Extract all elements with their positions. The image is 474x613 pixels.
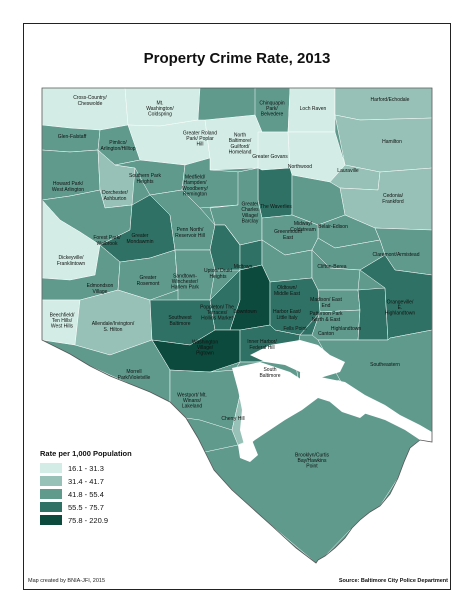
water-body	[238, 440, 258, 462]
harbor-water	[232, 340, 432, 462]
neighborhood-label: Dorchester/Ashburton	[102, 190, 128, 202]
neighborhood-label: Midtown	[234, 264, 253, 270]
neighborhood-label: Southwest Baltimore	[168, 315, 192, 327]
water-body	[232, 362, 318, 448]
neighborhood-label: Hamilton	[382, 139, 402, 145]
neighborhood-label: Madison/ East End	[310, 297, 342, 309]
neighborhood-label: Fells Point	[283, 326, 307, 332]
neighborhood-label: Orangeville/E. Highlandtown	[385, 299, 416, 316]
legend-label: 16.1 - 31.3	[68, 463, 104, 473]
neighborhood-label: Dickeyville/Franklintown	[57, 255, 86, 267]
neighborhood-label: Clifton-Berea	[317, 264, 346, 270]
legend-item: 16.1 - 31.3	[40, 462, 190, 474]
city-boundary	[41, 87, 433, 564]
neighborhood-label: Loch Raven	[300, 106, 327, 112]
neighborhood-label: Midway/Coldstream	[290, 221, 316, 233]
map-credit: Map created by BNIA-JFI, 2015	[28, 578, 106, 584]
neighborhood-label: Lauraville	[337, 168, 359, 174]
neighborhood-area[interactable]	[334, 88, 432, 121]
neighborhood-regions	[42, 88, 432, 563]
legend-label: 31.4 - 41.7	[68, 476, 104, 486]
neighborhood-label: Cherry Hill	[221, 416, 244, 422]
neighborhood-label: Pimlico/Arlington/Hilltop	[100, 140, 135, 152]
neighborhood-label: Oldtown/Middle East	[274, 285, 301, 297]
neighborhood-label: Greater Rosemont	[137, 275, 160, 287]
data-source: Source: Baltimore City Police Department	[338, 578, 448, 584]
legend-item: 75.8 - 220.9	[40, 514, 190, 526]
legend-title: Rate per 1,000 Population	[40, 449, 132, 458]
legend-label: 75.8 - 220.9	[68, 515, 109, 525]
neighborhood-label: South Baltimore	[259, 367, 280, 379]
neighborhood-label: Westport/ Mt. Winans/Lakeland	[177, 392, 207, 409]
neighborhood-area[interactable]	[257, 131, 291, 171]
neighborhood-label: Beechfield/Ten Hills/West Hills	[50, 312, 75, 329]
legend-item: 31.4 - 41.7	[40, 475, 190, 487]
neighborhood-label: Belair-Edison	[318, 224, 348, 230]
neighborhood-label: Highlandtown	[331, 326, 362, 332]
legend-swatch	[40, 515, 62, 525]
neighborhood-label: Sandtown-Winchester/Harlem Park	[171, 273, 199, 290]
neighborhood-label: Greater Govans	[252, 154, 288, 160]
neighborhood-label: Poppleton/ The Terraces/Hollins Market	[200, 304, 234, 321]
neighborhood-label: Upton/ Druid Heights	[204, 268, 232, 280]
legend-label: 55.5 - 75.7	[68, 502, 104, 512]
neighborhood-label: Washington Village/Pigtown	[192, 339, 218, 356]
legend-swatch	[40, 502, 62, 512]
legend-swatch	[40, 489, 62, 499]
neighborhood-label: The Waverlies	[260, 204, 292, 210]
legend-swatch	[40, 476, 62, 486]
neighborhood-label: Cross-Country/Cheswolde	[73, 95, 107, 107]
neighborhood-area[interactable]	[257, 167, 293, 219]
legend-label: 41.8 - 55.4	[68, 489, 104, 499]
neighborhood-area[interactable]	[357, 287, 389, 341]
neighborhood-label: Cedonia/Frankford	[382, 193, 404, 205]
legend-item: 55.5 - 75.7	[40, 501, 190, 513]
water-body	[330, 392, 370, 418]
neighborhood-label: Patterson Park North & East	[309, 311, 343, 323]
neighborhood-label: Glen-Falstaff	[58, 134, 87, 140]
neighborhood-label: Mt. Washington/Coldspring	[146, 100, 174, 117]
neighborhood-label: Medfield/Hampden/Woodberry/Remington	[182, 175, 208, 198]
water-body	[250, 340, 345, 378]
neighborhood-label: Harford/Echodale	[371, 97, 410, 103]
map-title: Property Crime Rate, 2013	[143, 50, 331, 67]
neighborhood-label: Greater Mondawmin	[127, 233, 154, 245]
neighborhood-label: Inner Harbor/Federal Hill	[247, 339, 277, 351]
neighborhood-label: Allendale/Irvington/S. Hilton	[92, 321, 135, 333]
neighborhood-label: Brooklyn/Curtis Bay/Hawkins Point	[295, 452, 329, 469]
neighborhood-label: Downtown	[233, 309, 257, 315]
neighborhood-label: Southeastern	[370, 362, 400, 368]
neighborhood-labels: Cross-Country/Cheswolde Mt. Washington/Col…	[50, 95, 420, 469]
neighborhood-label: Howard Park/West Arlington	[52, 181, 84, 193]
neighborhood-label: Morrell Park/Violetville	[118, 369, 151, 381]
neighborhood-label: Greater Roland Park/ Poplar Hill	[183, 130, 217, 147]
neighborhood-label: Greenmount East	[274, 229, 302, 241]
neighborhood-label: Southern Park Heights	[129, 173, 161, 185]
neighborhood-label: Harbor East/Little Italy	[273, 309, 302, 321]
neighborhood-label: North Baltimore/Guilford/Homeland	[229, 133, 252, 156]
neighborhood-label: Forest Park/Walbrook	[93, 235, 121, 247]
neighborhood-label: Edmondson Village	[87, 283, 114, 295]
neighborhood-label: Claremont/Armistead	[373, 252, 420, 258]
neighborhood-label: Canton	[318, 331, 334, 337]
neighborhood-label: Northwood	[288, 164, 312, 170]
legend-swatch	[40, 463, 62, 473]
neighborhood-label: Greater Charles Village/Barclay	[241, 202, 259, 225]
legend: Rate per 1,000 Population 16.1 - 31.3 31.…	[40, 449, 190, 527]
neighborhood-label: Penn North/Reservoir Hill	[175, 227, 205, 239]
legend-item: 41.8 - 55.4	[40, 488, 190, 500]
neighborhood-label: Chinquapin Park/Belvedere	[259, 100, 285, 117]
